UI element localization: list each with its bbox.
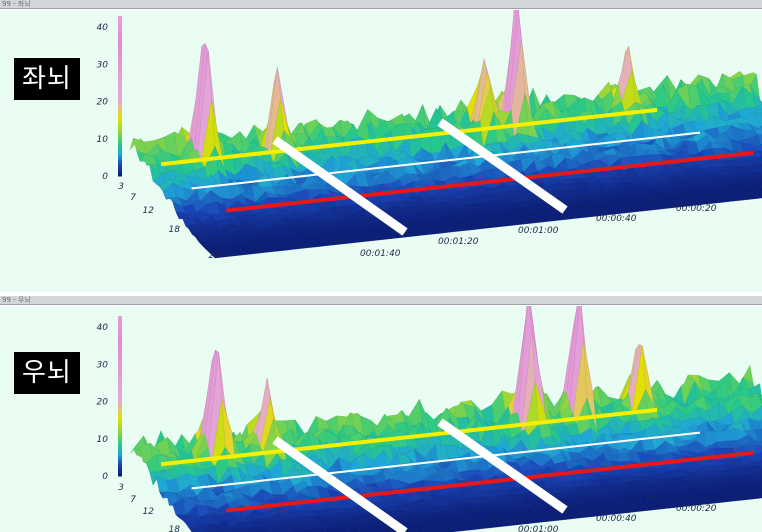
- time-tick-arrow: ←: [334, 238, 342, 248]
- frequency-tick-label: 3: [118, 483, 124, 493]
- time-tick-label: 00:01:40: [360, 249, 401, 259]
- color-scale-bar: [118, 316, 122, 477]
- hemisphere-label-right: 우뇌: [14, 352, 80, 394]
- white-band-line: [191, 431, 701, 490]
- red-band-line: [226, 150, 754, 213]
- frequency-tick-label: 18: [169, 225, 181, 235]
- yellow-band-line: [160, 407, 658, 467]
- frequency-tick-label: 12: [143, 507, 155, 517]
- z-tick-label: 20: [97, 98, 109, 108]
- surface-mesh: [129, 10, 762, 259]
- time-tick-arrow: ←: [570, 503, 578, 513]
- time-tick-label: 00:00:20: [676, 504, 717, 514]
- hemisphere-label-left: 좌뇌: [14, 58, 80, 100]
- surface-mesh: [129, 306, 762, 532]
- time-tick-label: 00:01:00: [518, 226, 559, 236]
- time-tick-label: 00:00:40: [596, 514, 637, 524]
- time-tick-arrow: ←: [492, 514, 500, 524]
- surface-plot-right: 0 10 20 30 40 37 12 18 ← 00:01:00 ← 00:00:40 ← 00:00:…: [97, 306, 762, 532]
- left-hemisphere-panel: 99 - 좌뇌 0 10 20 30 40 3 7 12 18 28 ← 00:01:40 ← 00:01…: [0, 0, 762, 292]
- overlay-lines: [160, 407, 754, 532]
- time-cut-marker: [437, 418, 568, 514]
- z-tick-label: 20: [97, 398, 109, 408]
- time-tick-arrow: ←: [412, 226, 420, 236]
- right-hemisphere-panel: 99 - 우뇌 0 10 20 30 40 3 7 12 18 ← 00:01:00 ← 00:00:4…: [0, 296, 762, 532]
- time-tick-arrow: ←: [492, 215, 500, 225]
- surface-plot-left: 0 10 20 30 40 37 12 18 28 ← 00:01:40 ← 00:01:20 ← 00:0…: [97, 10, 762, 261]
- z-tick-label: 10: [97, 135, 109, 145]
- color-scale-bar: [118, 16, 122, 177]
- z-tick-label: 10: [97, 435, 109, 445]
- time-cut-marker: [272, 136, 408, 236]
- frequency-tick-label: 7: [130, 193, 136, 203]
- time-tick-arrow: ←: [650, 193, 658, 203]
- time-tick-label: 00:01:20: [438, 237, 479, 247]
- time-tick-label: 00:00:20: [676, 204, 717, 214]
- frequency-tick-label: 3: [118, 182, 124, 192]
- time-tick-arrow: ←: [570, 203, 578, 213]
- z-tick-label: 0: [102, 472, 108, 482]
- frequency-tick-label: 7: [130, 495, 136, 505]
- time-tick-label: 00:00:40: [596, 214, 637, 224]
- time-cut-marker: [272, 436, 408, 532]
- red-band-line: [226, 450, 754, 513]
- overlay-lines: [160, 107, 754, 236]
- panel-titlebar: 99 - 좌뇌: [0, 0, 762, 9]
- z-tick-label: 30: [97, 60, 109, 70]
- time-tick-label: 00:01:00: [518, 525, 559, 532]
- z-tick-label: 0: [102, 172, 108, 182]
- frequency-tick-label: 28: [209, 251, 221, 261]
- z-tick-label: 40: [97, 323, 109, 333]
- z-tick-label: 30: [97, 360, 109, 370]
- z-tick-label: 40: [97, 23, 109, 33]
- time-cut-marker: [437, 118, 568, 214]
- panel-titlebar: 99 - 우뇌: [0, 296, 762, 305]
- yellow-band-line: [160, 107, 658, 167]
- frequency-tick-label: 12: [143, 206, 155, 216]
- frequency-tick-label: 18: [169, 525, 181, 532]
- white-band-line: [191, 131, 701, 190]
- time-tick-arrow: ←: [650, 493, 658, 503]
